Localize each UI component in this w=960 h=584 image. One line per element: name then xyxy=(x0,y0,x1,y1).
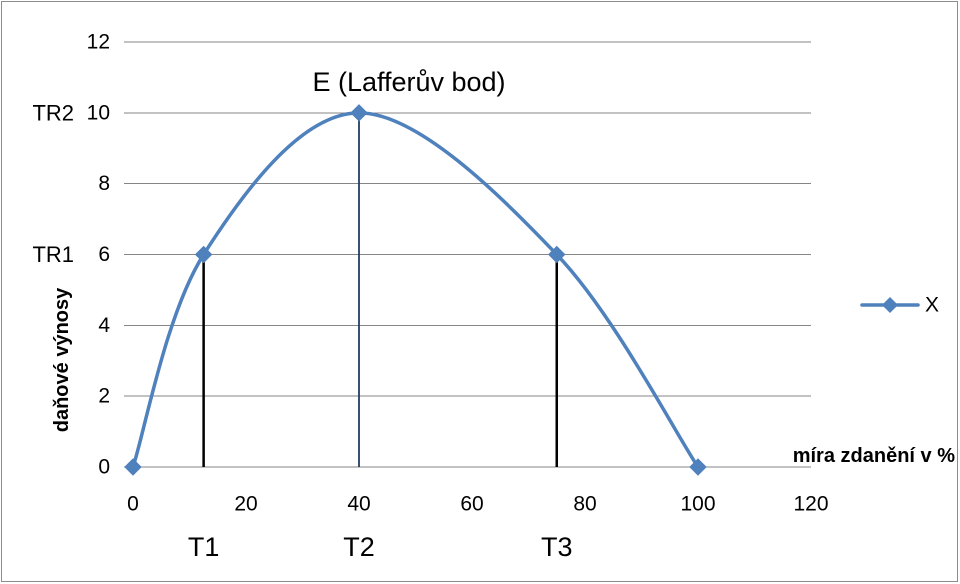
x-marker-label: T3 xyxy=(541,532,573,562)
drop-lines xyxy=(202,112,558,467)
peak-label: E (Lafferův bod) xyxy=(312,67,505,97)
annotations: E (Lafferův bod) T1 T2 T3 TR1 TR2 xyxy=(32,67,572,562)
legend-label: X xyxy=(925,294,939,317)
legend: X xyxy=(860,294,939,317)
y-tick-label: 8 xyxy=(98,172,110,195)
x-tick-label: 0 xyxy=(127,493,139,516)
y-axis-title: daňové výnosy xyxy=(51,287,73,432)
data-point-marker xyxy=(194,245,213,264)
y-tick-label: 0 xyxy=(98,456,110,479)
y-tick-label: 10 xyxy=(87,101,110,124)
x-axis-title: míra zdanění v % xyxy=(793,445,955,467)
x-tick-label: 20 xyxy=(234,493,257,516)
series-x xyxy=(124,104,707,476)
x-tick-label: 100 xyxy=(680,493,715,516)
x-marker-label: T2 xyxy=(343,532,375,562)
x-tick-label: 40 xyxy=(347,493,370,516)
data-point-marker xyxy=(350,104,368,122)
data-point-marker xyxy=(548,245,566,264)
data-point-marker xyxy=(124,458,142,476)
legend-diamond-marker xyxy=(882,297,898,313)
y-tick-label: 12 xyxy=(87,31,110,54)
x-marker-label: T1 xyxy=(188,532,220,562)
x-tick-label: 60 xyxy=(460,493,483,516)
y-marker-label: TR1 xyxy=(32,242,74,267)
y-tick-label: 2 xyxy=(98,385,110,408)
x-tick-label: 80 xyxy=(573,493,596,516)
data-point-marker xyxy=(689,458,707,476)
x-tick-label: 120 xyxy=(793,493,828,516)
y-tick-label: 6 xyxy=(98,243,110,266)
y-marker-label: TR2 xyxy=(32,100,74,125)
y-tick-label: 4 xyxy=(98,314,110,337)
y-axis-tick-labels: 0 2 4 6 8 10 12 xyxy=(87,31,111,479)
x-axis-tick-labels: 0 20 40 60 80 100 120 xyxy=(127,493,828,516)
